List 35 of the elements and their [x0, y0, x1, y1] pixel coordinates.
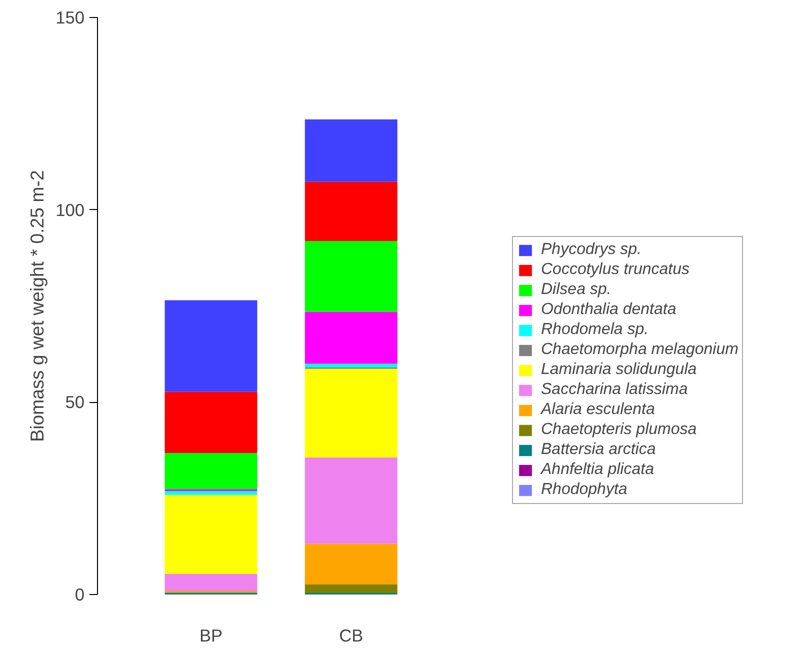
x-tick-label: BP	[199, 626, 223, 646]
bar	[164, 491, 258, 495]
bar	[304, 458, 398, 544]
legend-label: Odonthalia dentata	[541, 301, 676, 319]
legend-label: Battersia arctica	[541, 441, 656, 459]
legend-label: Laminaria solidungula	[541, 361, 697, 379]
y-tick-label: 150	[56, 8, 85, 28]
bar	[304, 182, 398, 241]
legend-label: Rhodomela sp.	[541, 321, 649, 339]
legend-label: Coccotylus truncatus	[541, 261, 690, 279]
bar	[304, 119, 398, 182]
y-tick-label: 0	[74, 584, 85, 604]
x-tick-label: CB	[339, 626, 364, 646]
y-tick-label: 100	[56, 200, 85, 220]
bar	[164, 392, 258, 453]
bar	[304, 368, 398, 458]
bar	[164, 452, 258, 490]
legend-label: Chaetomorpha melagonium	[541, 341, 738, 359]
bar	[164, 574, 258, 592]
bar	[304, 544, 398, 584]
legend-label: Dilsea sp.	[541, 281, 612, 299]
y-tick-label: 50	[65, 392, 85, 412]
bar	[304, 312, 398, 364]
legend-label: Rhodophyta	[541, 481, 628, 499]
bar	[304, 584, 398, 593]
bar	[304, 240, 398, 312]
bar	[164, 300, 258, 392]
bar	[164, 494, 258, 574]
y-axis-title: Biomass g wet weight * 0.25 m-2	[26, 170, 48, 442]
legend-label: Chaetopteris plumosa	[541, 421, 697, 439]
legend-label: Phycodrys sp.	[541, 241, 642, 259]
legend-label: Alaria esculenta	[541, 401, 655, 419]
legend-label: Saccharina latissima	[541, 381, 688, 399]
legend-label: Ahnfeltia plicata	[541, 461, 654, 479]
bar	[304, 364, 398, 368]
